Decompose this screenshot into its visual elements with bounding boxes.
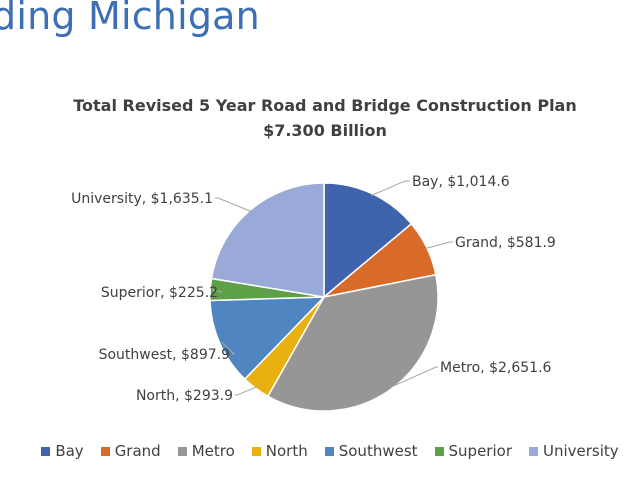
legend-swatch [100, 446, 110, 456]
legend-label: North [265, 442, 308, 460]
legend-swatch [324, 446, 334, 456]
pie-slice-bay [323, 182, 413, 299]
pie-slice-southwest [209, 296, 326, 381]
legend-label: University [543, 442, 619, 460]
legend-item-north: North [251, 442, 308, 460]
pie-slice-metro [266, 273, 439, 412]
leader-line-superior [212, 289, 223, 293]
data-label-bay: Bay, $1,014.6 [412, 174, 510, 190]
legend-label: Bay [55, 442, 84, 460]
leader-line-southwest [221, 341, 236, 355]
legend-label: Southwest [338, 442, 418, 460]
pie-slice-university [210, 182, 325, 298]
chart-title: Total Revised 5 Year Road and Bridge Con… [73, 96, 577, 115]
legend-swatch [251, 446, 261, 456]
data-label-north: North, $293.9 [136, 388, 233, 404]
legend-item-bay: Bay [41, 442, 84, 460]
legend-item-southwest: Southwest [324, 442, 418, 460]
leader-line-north [235, 386, 258, 396]
data-labels: Bay, $1,014.6 Grand, $581.9 Metro, $2,651.… [71, 174, 556, 404]
legend: Bay Grand Metro North Southwest Superior Unive… [0, 442, 640, 460]
legend-swatch [529, 446, 538, 456]
data-label-metro: Metro, $2,651.6 [440, 360, 552, 376]
legend-label: Grand [114, 442, 161, 460]
data-label-university: University, $1,635.1 [71, 191, 213, 207]
legend-swatch [177, 446, 187, 456]
legend-item-university: University [529, 442, 619, 460]
legend-item-grand: Grand [100, 442, 161, 460]
slide-title: ding Michigan [0, 0, 260, 38]
data-label-superior: Superior, $225.2 [101, 285, 218, 301]
data-label-southwest: Southwest, $897.9 [99, 347, 230, 363]
leader-lines [212, 180, 453, 396]
legend-swatch [41, 446, 51, 456]
leader-line-university [215, 197, 252, 213]
legend-item-superior: Superior [434, 442, 512, 460]
legend-label: Metro [191, 442, 235, 460]
pie-slices [209, 182, 439, 412]
legend-swatch [434, 446, 444, 456]
legend-item-metro: Metro [177, 442, 235, 460]
leader-line-bay [371, 180, 410, 196]
data-label-grand: Grand, $581.9 [455, 235, 556, 251]
legend-label: Superior [448, 442, 512, 460]
leader-line-metro [389, 366, 438, 389]
leader-line-grand [424, 241, 453, 250]
chart-subtitle: $7.300 Billion [263, 121, 387, 140]
